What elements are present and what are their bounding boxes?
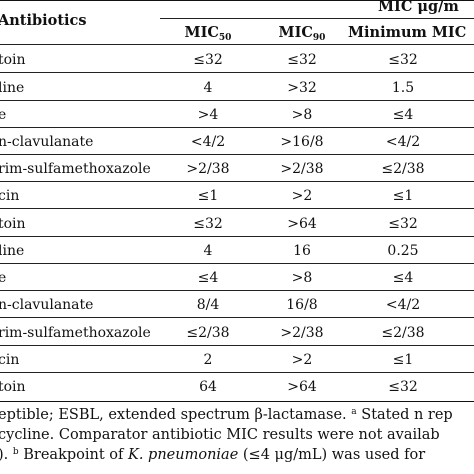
row-rule <box>0 290 474 291</box>
mic90-cell: >8 <box>291 107 313 123</box>
antibiotic-cell: toin <box>0 52 26 68</box>
mic50-cell: 4 <box>203 243 213 259</box>
minimum-mic-cell: <4/2 <box>385 134 421 150</box>
minimum-mic-cell: ≤1 <box>392 352 414 368</box>
antibiotic-cell: rim-sulfamethoxazole <box>0 161 151 177</box>
mic90-cell: >2 <box>291 188 313 204</box>
header-mic50: MIC50 <box>184 24 232 43</box>
row-rule <box>0 263 474 264</box>
antibiotic-cell: rim-sulfamethoxazole <box>0 325 151 341</box>
antibiotic-cell: e <box>0 270 7 286</box>
antibiotic-cell: cin <box>0 188 20 204</box>
mic90-cell: >16/8 <box>280 134 324 150</box>
row-rule <box>0 100 474 101</box>
minimum-mic-cell: ≤32 <box>388 379 418 395</box>
antibiotic-cell: cin <box>0 352 20 368</box>
minimum-mic-cell: 1.5 <box>391 80 415 96</box>
mic90-cell: ≤32 <box>287 52 317 68</box>
header-minimum-mic: Minimum MIC <box>348 24 467 41</box>
footnote-line-1: eptible; ESBL, extended spectrum β-lacta… <box>0 407 453 423</box>
mic90-cell: >2/38 <box>280 161 324 177</box>
minimum-mic-cell: ≤32 <box>388 52 418 68</box>
antibiotic-cell: line <box>0 243 25 259</box>
row-rule <box>0 181 474 182</box>
mic50-cell: ≤32 <box>193 216 223 232</box>
row-rule <box>0 127 474 128</box>
minimum-mic-cell: 0.25 <box>387 243 419 259</box>
antibiotic-cell: n-clavulanate <box>0 134 94 150</box>
antibiotic-cell: toin <box>0 379 26 395</box>
mic50-cell: 2 <box>203 352 213 368</box>
mic50-cell: ≤2/38 <box>186 325 230 341</box>
row-rule <box>0 154 474 155</box>
mic90-cell: >2/38 <box>280 325 324 341</box>
mic50-cell: ≤32 <box>193 52 223 68</box>
antibiotic-cell: n-clavulanate <box>0 297 94 313</box>
footnote-line-2: cycline. Comparator antibiotic MIC resul… <box>0 427 440 443</box>
footnote-line-3: ). b Breakpoint of K. pneumoniae (≤4 μg/… <box>0 447 426 463</box>
mic50-cell: >2/38 <box>186 161 230 177</box>
table-top-rule <box>0 0 474 1</box>
row-rule <box>0 208 474 209</box>
row-rule <box>0 317 474 318</box>
row-rule <box>0 236 474 237</box>
minimum-mic-cell: <4/2 <box>385 297 421 313</box>
mic-group-rule <box>160 18 474 19</box>
table-bottom-rule <box>0 401 474 402</box>
mic90-cell: >2 <box>291 352 313 368</box>
minimum-mic-cell: ≤32 <box>388 216 418 232</box>
row-rule <box>0 372 474 373</box>
minimum-mic-cell: ≤4 <box>392 107 414 123</box>
row-rule <box>0 72 474 73</box>
antibiotic-cell: toin <box>0 216 26 232</box>
minimum-mic-cell: ≤2/38 <box>381 161 425 177</box>
mic50-cell: 64 <box>199 379 217 395</box>
mic50-cell: 8/4 <box>196 297 220 313</box>
mic90-cell: 16/8 <box>286 297 318 313</box>
header-bottom-rule <box>0 44 474 45</box>
mic50-cell: ≤4 <box>197 270 219 286</box>
minimum-mic-cell: ≤2/38 <box>381 325 425 341</box>
mic90-cell: >64 <box>287 216 317 232</box>
mic90-cell: >64 <box>287 379 317 395</box>
minimum-mic-cell: ≤4 <box>392 270 414 286</box>
minimum-mic-cell: ≤1 <box>392 188 414 204</box>
mic50-cell: >4 <box>197 107 219 123</box>
mic50-cell: <4/2 <box>190 134 226 150</box>
row-rule <box>0 345 474 346</box>
antibiotic-cell: line <box>0 80 25 96</box>
mic90-cell: >32 <box>287 80 317 96</box>
mic50-cell: ≤1 <box>197 188 219 204</box>
mic90-cell: >8 <box>291 270 313 286</box>
header-mic-group: MIC μg/m <box>378 0 459 15</box>
header-antibiotics: Antibiotics <box>0 12 87 29</box>
header-mic90: MIC90 <box>278 24 326 43</box>
mic50-cell: 4 <box>203 80 213 96</box>
antibiotic-cell: e <box>0 107 7 123</box>
mic90-cell: 16 <box>293 243 311 259</box>
